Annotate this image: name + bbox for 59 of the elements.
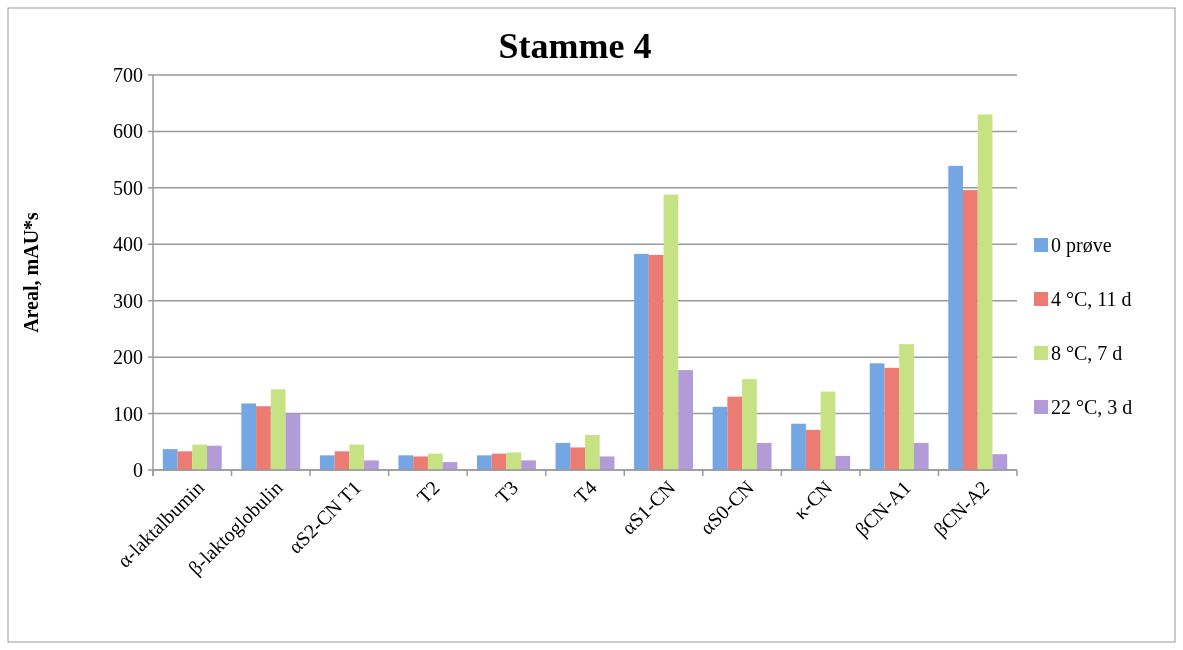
- bar: [364, 460, 379, 470]
- bar: [349, 444, 365, 470]
- bar: [599, 456, 615, 470]
- bar: [712, 406, 728, 470]
- y-tick-label: 600: [113, 120, 143, 143]
- bar: [678, 370, 693, 470]
- bar: [948, 165, 963, 470]
- bar: [477, 455, 492, 470]
- bar: [570, 447, 585, 470]
- bar: [398, 455, 414, 470]
- y-tick-label: 700: [113, 64, 143, 86]
- legend-label: 8 °C, 7 d: [1051, 342, 1123, 364]
- x-tick-label: T2: [412, 476, 444, 508]
- y-tick-label: 0: [133, 459, 143, 481]
- y-tick-label: 500: [113, 176, 143, 199]
- bar: [805, 429, 821, 470]
- y-tick-label: 300: [113, 289, 143, 312]
- bar: [835, 455, 851, 470]
- bar: [506, 452, 522, 470]
- bar: [270, 389, 286, 470]
- bar: [285, 413, 301, 470]
- bar: [648, 255, 664, 470]
- bar: [963, 190, 978, 470]
- bar: [820, 391, 836, 470]
- bar: [162, 449, 178, 470]
- bar: [177, 451, 193, 470]
- bar: [977, 114, 993, 470]
- bar: [334, 451, 350, 470]
- bar: [913, 442, 929, 470]
- x-tick-label: T4: [569, 476, 601, 508]
- bar: [634, 253, 649, 470]
- y-tick-label: 400: [113, 233, 143, 256]
- bar: [899, 344, 914, 470]
- y-axis-title: Areal, mAU*s: [20, 211, 42, 333]
- bar: [663, 194, 679, 470]
- bar: [869, 363, 885, 470]
- legend-label: 22 °C, 3 d: [1051, 396, 1133, 418]
- legend-label: 0 prøve: [1051, 234, 1112, 257]
- bar: [555, 442, 571, 470]
- bar: [585, 435, 600, 470]
- bar: [992, 454, 1008, 470]
- x-tick-label: T3: [490, 476, 523, 508]
- legend-label: 4 °C, 11 d: [1051, 288, 1132, 310]
- y-tick-label: 200: [113, 346, 143, 369]
- bar: [207, 445, 222, 470]
- chart-title: Stamme 4: [498, 26, 652, 66]
- bar: [756, 442, 772, 470]
- y-tick-label: 100: [113, 402, 143, 425]
- bar: [192, 444, 207, 470]
- bar: [791, 423, 806, 470]
- bar: [413, 456, 428, 470]
- bar: [427, 453, 443, 470]
- bar: [319, 455, 335, 470]
- bar: [742, 379, 757, 470]
- bar: [884, 367, 900, 470]
- bar: [256, 406, 271, 470]
- bar: [727, 396, 743, 470]
- bar: [521, 460, 536, 470]
- bar: [241, 403, 257, 470]
